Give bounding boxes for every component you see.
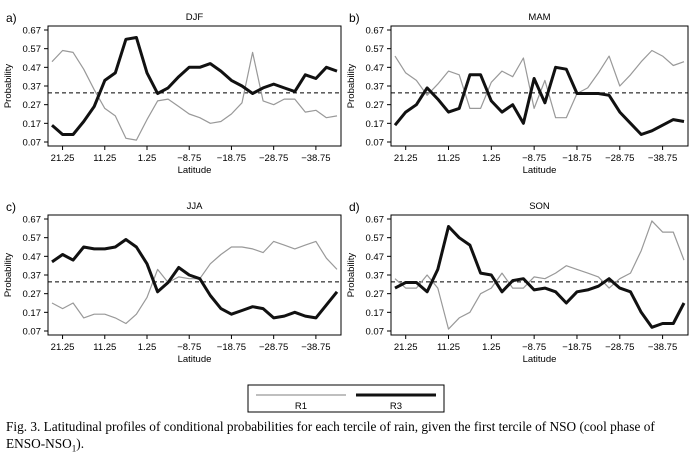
y-tick-label: 0.67	[23, 26, 42, 37]
x-tick-label: −28.75	[605, 342, 634, 353]
panel-label: c)	[6, 200, 16, 214]
legend-box	[247, 384, 445, 413]
y-tick-label: 0.37	[23, 82, 42, 93]
x-tick-label: −8.75	[177, 153, 201, 164]
x-tick-label: −8.75	[177, 342, 201, 353]
x-axis-label: Latitude	[523, 354, 557, 365]
x-tick-label: 1.25	[482, 153, 501, 164]
y-tick-label: 0.27	[23, 289, 42, 300]
series-line-r1	[394, 220, 685, 330]
y-tick-label: 0.67	[366, 26, 385, 37]
x-tick-label: 21.25	[394, 153, 418, 164]
chart-panels: a) DJF 0.07 0.17 0.27 0.37 0.47 0.57 0.67 21.25 11…	[3, 11, 689, 365]
chart-title: JJA	[187, 201, 204, 212]
plot-frame	[47, 25, 342, 147]
x-tick-label: −18.75	[562, 342, 591, 353]
y-tick-label: 0.17	[23, 308, 42, 319]
x-tick-label: −8.75	[522, 342, 546, 353]
x-tick-label: −38.75	[648, 153, 677, 164]
chart-title: SON	[529, 201, 550, 212]
y-axis-label: Probability	[3, 64, 14, 109]
chart-title: DJF	[186, 12, 204, 23]
legend: R1 R3	[247, 384, 445, 413]
y-tick-label: 0.47	[366, 63, 385, 74]
legend-r1-label: R1	[295, 401, 307, 412]
x-tick-label: −28.75	[259, 342, 288, 353]
y-tick-label: 0.27	[366, 289, 385, 300]
y-tick-label: 0.37	[366, 82, 385, 93]
y-tick-label: 0.07	[366, 138, 385, 149]
x-tick-label: −18.75	[217, 153, 246, 164]
y-tick-label: 0.57	[366, 233, 385, 244]
y-tick-label: 0.47	[23, 63, 42, 74]
x-tick-label: −28.75	[259, 153, 288, 164]
series-line-r1	[51, 49, 338, 141]
y-tick-label: 0.67	[23, 215, 42, 226]
plot-frame	[47, 214, 342, 336]
plot-frame	[390, 214, 689, 336]
y-axis-label: Probability	[3, 253, 14, 298]
series-line-r3	[51, 36, 338, 136]
y-tick-label: 0.07	[23, 138, 42, 149]
x-tick-label: 11.25	[437, 342, 460, 353]
chart-mam: b) MAM 0.07 0.17 0.27 0.37 0.47 0.57 0.67 21.25 11…	[346, 11, 689, 176]
y-tick-label: 0.37	[366, 271, 385, 282]
x-tick-label: 21.25	[51, 153, 75, 164]
y-tick-label: 0.57	[23, 233, 42, 244]
x-tick-label: −8.75	[522, 153, 546, 164]
x-tick-label: −38.75	[301, 153, 330, 164]
caption-text: Fig. 3. Latitudinal profiles of conditio…	[6, 419, 655, 451]
plot-frame	[390, 25, 689, 147]
series-line-r3	[393, 65, 685, 136]
series-line-r3	[51, 238, 339, 320]
x-tick-label: 21.25	[394, 342, 418, 353]
x-tick-label: 11.25	[437, 153, 460, 164]
y-tick-label: 0.27	[23, 100, 42, 111]
y-axis-label: Probability	[346, 253, 357, 298]
x-tick-label: −18.75	[217, 342, 246, 353]
chart-title: MAM	[528, 12, 550, 23]
x-tick-label: 1.25	[138, 153, 157, 164]
y-tick-label: 0.47	[23, 252, 42, 263]
y-tick-label: 0.17	[366, 308, 385, 319]
legend-r3-label: R3	[390, 401, 402, 412]
y-tick-label: 0.67	[366, 215, 385, 226]
series-line-r1	[394, 49, 685, 119]
x-tick-label: −28.75	[605, 153, 634, 164]
caption-end: ).	[76, 436, 85, 451]
panel-label: b)	[349, 11, 360, 25]
y-tick-label: 0.17	[23, 119, 42, 130]
x-tick-label: 11.25	[93, 153, 116, 164]
x-tick-label: 1.25	[482, 342, 501, 353]
chart-son: d) SON 0.07 0.17 0.27 0.37 0.47 0.57 0.67 21.25 11…	[346, 200, 689, 365]
x-tick-label: 21.25	[51, 342, 75, 353]
panel-label: d)	[349, 200, 360, 214]
figure-caption: Fig. 3. Latitudinal profiles of conditio…	[6, 418, 696, 458]
x-axis-label: Latitude	[178, 165, 212, 176]
panel-label: a)	[6, 11, 17, 25]
x-axis-label: Latitude	[178, 354, 212, 365]
y-tick-label: 0.57	[366, 44, 385, 55]
y-tick-label: 0.57	[23, 44, 42, 55]
x-axis-label: Latitude	[523, 165, 557, 176]
x-tick-label: −38.75	[301, 342, 330, 353]
y-tick-label: 0.27	[366, 100, 385, 111]
x-tick-label: −18.75	[562, 153, 591, 164]
caption-subscript: 1	[71, 443, 77, 454]
chart-jja: c) JJA 0.07 0.17 0.27 0.37 0.47 0.57 0.67 21.25 11…	[3, 200, 342, 365]
y-tick-label: 0.07	[366, 327, 385, 338]
y-tick-label: 0.07	[23, 327, 42, 338]
series-line-r1	[51, 240, 338, 325]
series-line-r3	[394, 225, 686, 329]
x-tick-label: 1.25	[138, 342, 157, 353]
chart-djf: a) DJF 0.07 0.17 0.27 0.37 0.47 0.57 0.67 21.25 11…	[3, 11, 342, 176]
x-tick-label: −38.75	[648, 342, 677, 353]
y-axis-label: Probability	[346, 64, 357, 109]
y-tick-label: 0.37	[23, 271, 42, 282]
y-tick-label: 0.47	[366, 252, 385, 263]
x-tick-label: 11.25	[93, 342, 116, 353]
y-tick-label: 0.17	[366, 119, 385, 130]
